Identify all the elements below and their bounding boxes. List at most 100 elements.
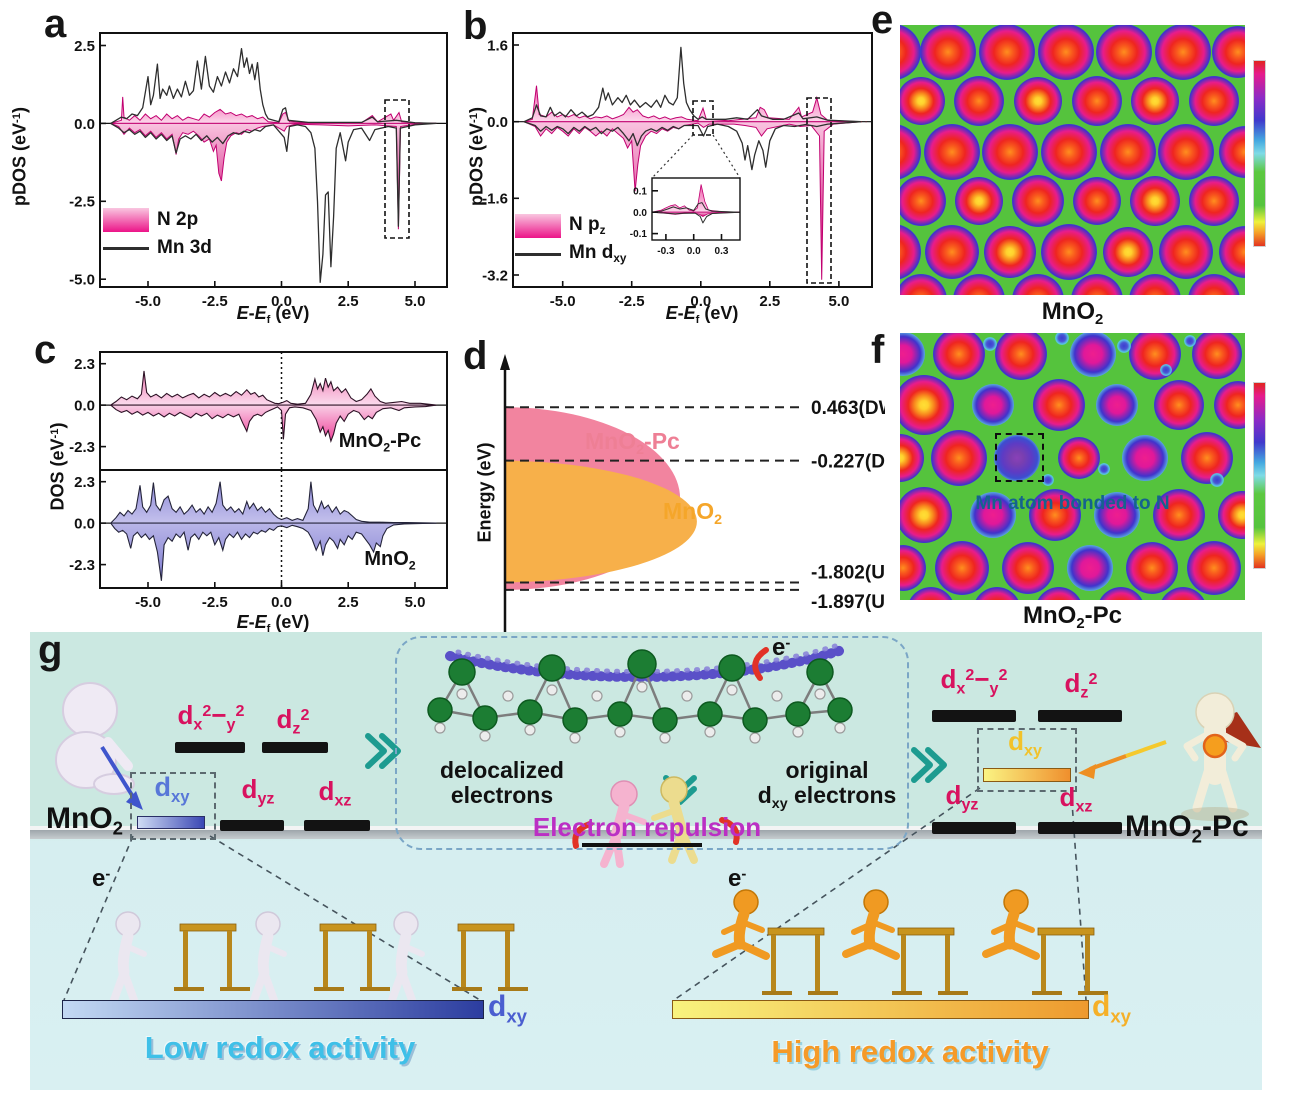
text-seg: d xyxy=(940,664,957,694)
runner-1 xyxy=(716,890,766,956)
panel-letter-c: c xyxy=(34,328,57,372)
inset-link xyxy=(651,134,694,179)
y-tick-label: -2.3 xyxy=(69,557,95,574)
series-pc-dos-up xyxy=(108,370,437,406)
dos-plot-a: -5.0 -2.5 0.0 2.5 5.0 2.5 0.0 -2.5 -5.0 xyxy=(69,32,448,310)
panel-a-legend: N 2p Mn 3d xyxy=(103,206,212,262)
mno2-atomic-chain xyxy=(427,649,853,744)
panel-c-ylabel: DOS (eV-1) xyxy=(48,357,69,577)
atom-y xyxy=(1217,490,1245,539)
text-seg: d xyxy=(488,990,507,1023)
level-dxy-right xyxy=(983,768,1071,782)
atom-b xyxy=(1042,473,1055,486)
delocalized-label: delocalized electrons xyxy=(422,757,582,809)
atom-o xyxy=(1072,176,1121,225)
atom-o xyxy=(1041,223,1098,280)
atom-o xyxy=(930,430,987,487)
text-seg: z xyxy=(292,719,301,738)
atom-y xyxy=(955,176,1004,225)
divider-bar xyxy=(30,830,1262,839)
atom-o xyxy=(1153,488,1206,541)
oxygen-atoms xyxy=(434,681,846,744)
atom-o xyxy=(1071,75,1122,126)
atom-o xyxy=(1129,274,1182,295)
mn-n-highlight-box xyxy=(995,433,1044,482)
hurdle-right-3 xyxy=(1031,927,1109,996)
c-bottom-series-label: MnO2 xyxy=(340,548,440,572)
atom-o xyxy=(1070,274,1123,295)
band-label-mno2pc: MnO2-Pc xyxy=(585,428,680,458)
atom-o xyxy=(954,75,1005,126)
atom-o xyxy=(1154,25,1211,80)
x-tick-label: -5.0 xyxy=(135,293,161,310)
walker-1 xyxy=(114,912,144,1000)
high-redox-caption: High redox activity xyxy=(771,1034,1049,1069)
atom-o xyxy=(1181,432,1234,485)
y-tick-label: 0.1 xyxy=(633,186,647,197)
atom-o xyxy=(1192,333,1243,380)
energy-axis-arrow xyxy=(500,354,510,370)
text-seg: ) xyxy=(47,422,68,429)
orb-dyz-right: dyz xyxy=(930,780,994,815)
atom-y xyxy=(1130,175,1181,226)
series-mndxy-down xyxy=(523,121,862,171)
superhero-figure xyxy=(1181,692,1261,821)
atom-y xyxy=(984,225,1037,278)
text-seg: z xyxy=(1080,683,1089,702)
y-tick-label: 0.0 xyxy=(487,114,508,131)
atom-m xyxy=(1096,384,1139,427)
map-f-caption: MnO2-Pc xyxy=(900,602,1245,632)
panel-b-xlabel: E-Ef (eV) xyxy=(602,303,802,326)
text-seg: e xyxy=(772,634,786,661)
atom-b xyxy=(1117,339,1132,354)
level-dyz-right xyxy=(932,822,1016,834)
text-seg: - xyxy=(248,303,255,323)
text-seg: E xyxy=(236,303,249,323)
mndxy-line-swatch xyxy=(515,252,561,256)
divider-line xyxy=(30,826,1262,830)
text-seg: d xyxy=(177,700,194,730)
panel-d-ylabel: Energy (eV) xyxy=(474,442,495,543)
x-tick-label: 0.3 xyxy=(715,246,729,257)
gold-arrow xyxy=(1078,740,1167,779)
y-tick-label: 1.6 xyxy=(487,37,508,54)
text-seg: d xyxy=(945,780,962,810)
walker-2 xyxy=(254,912,284,1000)
level-label-2: -1.802(UP) xyxy=(811,563,885,584)
c-top-series-label: MnO2-Pc xyxy=(320,430,440,454)
atom-y xyxy=(900,76,945,125)
series-npz-down xyxy=(523,121,862,280)
y-tick-label: -2.3 xyxy=(69,439,95,456)
text-seg: electrons xyxy=(787,782,897,809)
plot-border xyxy=(99,469,448,589)
runner-3 xyxy=(986,890,1036,956)
text-seg: 2 xyxy=(1088,669,1098,688)
mn3d-label: Mn 3d xyxy=(157,237,212,259)
repulsion-box xyxy=(395,636,909,850)
repulsion-swoosh-right xyxy=(719,817,740,845)
atom-y xyxy=(900,434,924,483)
atom-o xyxy=(900,544,927,591)
text-seg: E xyxy=(683,303,696,323)
panel-a-ylabel: pDOS (eV-1) xyxy=(10,47,31,267)
charge-density-map-mno2 xyxy=(900,25,1245,295)
text-seg: y xyxy=(226,715,236,734)
hurdle-right-1 xyxy=(761,927,839,996)
atom-o xyxy=(900,274,947,295)
text-seg: xy xyxy=(1023,741,1042,760)
text-seg: e xyxy=(728,865,742,892)
text-seg: xz xyxy=(1075,797,1093,816)
atom-o xyxy=(900,175,946,226)
text-seg: 2 xyxy=(1095,312,1104,329)
n2p-label: N 2p xyxy=(157,209,198,231)
text-seg: Mn d xyxy=(569,242,614,264)
atom-o xyxy=(1029,488,1082,541)
n2p-swatch xyxy=(103,208,149,232)
atom-o xyxy=(978,25,1035,80)
legend-row-mn3d: Mn 3d xyxy=(103,234,212,262)
atom-o xyxy=(982,123,1039,180)
atom-o xyxy=(1041,123,1098,180)
atom-o xyxy=(1158,586,1207,600)
atom-o xyxy=(924,224,979,279)
text-seg: yz xyxy=(257,789,275,808)
